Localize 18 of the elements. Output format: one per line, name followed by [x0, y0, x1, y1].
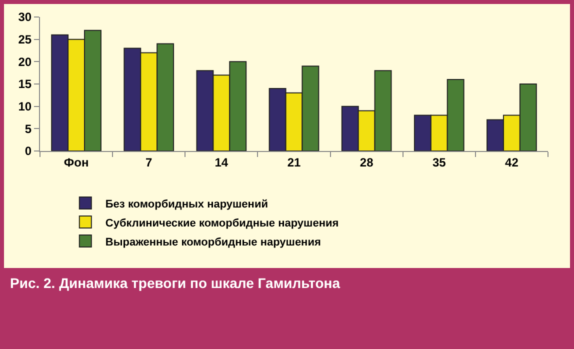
- y-tick-label: 20: [18, 54, 32, 69]
- x-tick-label: Фон: [64, 155, 89, 170]
- x-tick-label: 42: [505, 155, 519, 170]
- y-tick-label: 10: [18, 100, 32, 114]
- y-tick-label: 25: [18, 32, 32, 47]
- legend-label: Без коморбидных нарушений: [105, 198, 268, 210]
- y-tick-label: 15: [18, 77, 32, 92]
- y-tick-label: 0: [24, 144, 32, 158]
- x-tick-label: 7: [146, 155, 153, 170]
- legend-label: Субклинические коморбидные нарушения: [105, 217, 339, 230]
- x-tick-label: 35: [432, 155, 446, 170]
- y-tick-label: 5: [24, 122, 32, 136]
- x-tick-label: 28: [360, 155, 374, 170]
- x-tick-label: 21: [287, 155, 301, 170]
- legend-label: Выраженные коморбидные нарушения: [105, 236, 321, 248]
- text: Рис. 2. Динамика тревоги по шкале Гамильтона: [10, 275, 340, 291]
- y-tick-label: 30: [18, 10, 32, 24]
- x-tick-label: 14: [214, 155, 228, 170]
